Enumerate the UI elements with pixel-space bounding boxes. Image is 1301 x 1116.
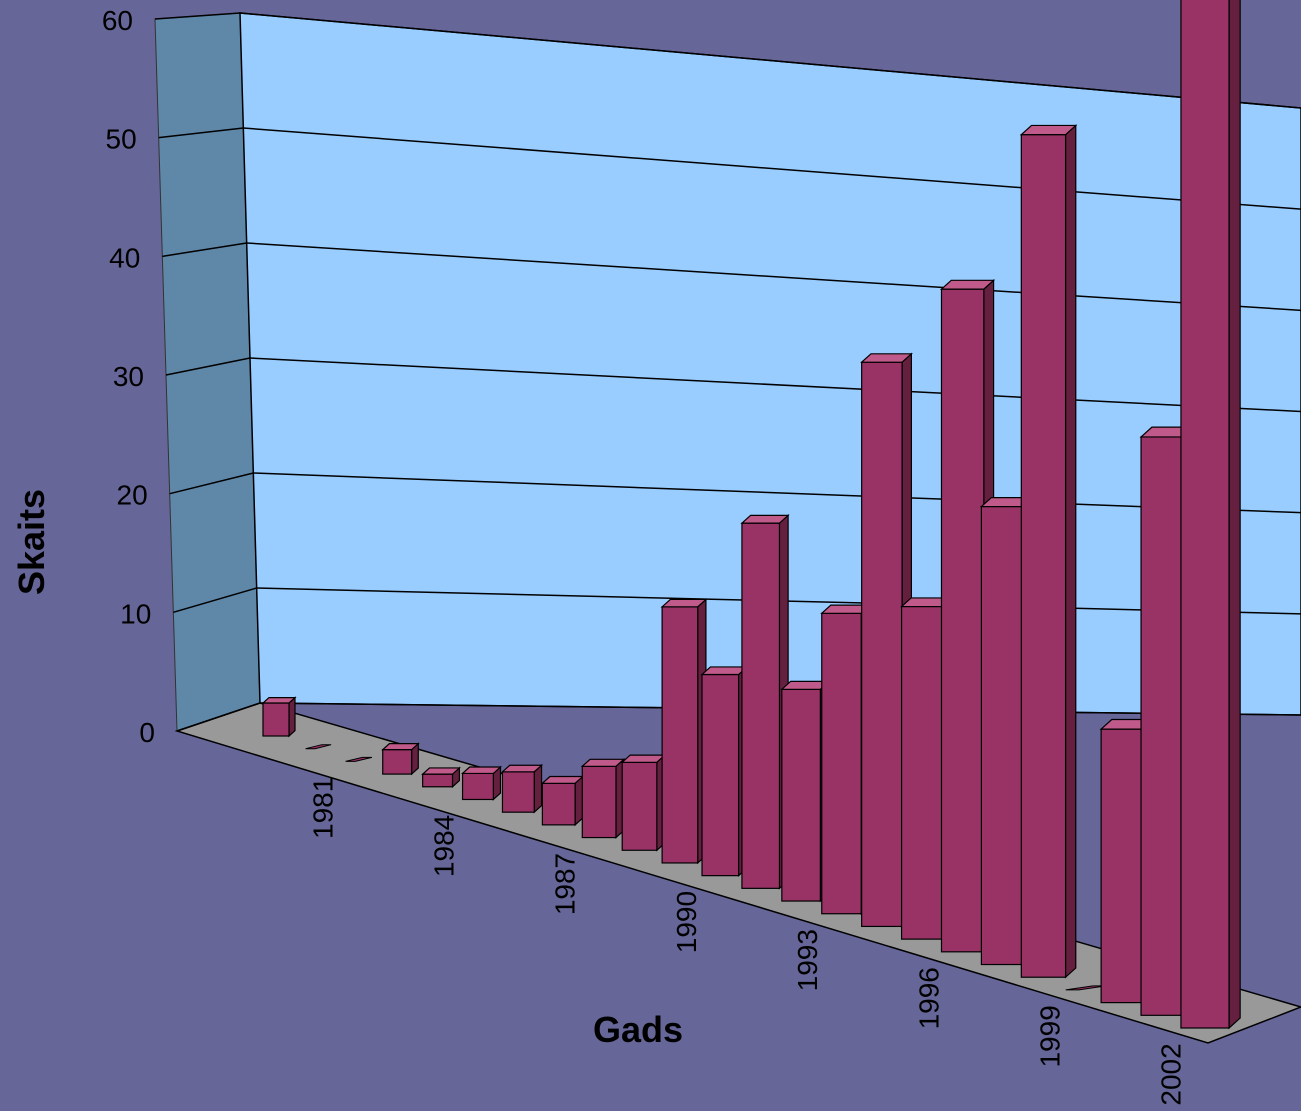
bar — [620, 753, 667, 852]
bar — [540, 775, 585, 827]
bar — [261, 696, 297, 738]
x-tick-label: 1987 — [550, 853, 581, 915]
bar — [660, 598, 708, 865]
bar — [305, 744, 332, 750]
y-tick-label: 10 — [120, 598, 151, 629]
bar-top — [700, 666, 749, 676]
bar-top — [620, 754, 667, 763]
bar-front — [541, 782, 576, 826]
bar-front — [741, 522, 781, 889]
y-tick-label: 50 — [106, 124, 137, 155]
bar-flat — [345, 756, 373, 762]
bar-top — [660, 598, 708, 608]
x-tick-label: 1981 — [307, 777, 338, 839]
bar-side — [1064, 124, 1077, 979]
bar-side — [1228, 0, 1241, 1030]
bar-front — [422, 773, 454, 788]
gridline — [239, 12, 1301, 109]
bar-front — [1020, 134, 1067, 978]
bar — [421, 766, 461, 789]
bar-top — [540, 775, 585, 784]
bar-front — [1180, 0, 1230, 1029]
bar — [381, 742, 420, 776]
bar-top — [860, 353, 913, 363]
bar-front — [781, 688, 821, 902]
bar — [460, 765, 503, 801]
bar-top — [460, 766, 503, 775]
y-tick-label: 0 — [139, 717, 155, 748]
x-tick-label: 1984 — [429, 815, 460, 877]
bar-front — [461, 772, 494, 801]
bar-front — [382, 749, 413, 775]
bar — [580, 757, 626, 839]
gridline — [253, 472, 1301, 514]
bar — [740, 514, 790, 890]
bar-front — [621, 761, 658, 851]
gridline-side — [162, 242, 247, 258]
bar — [345, 756, 373, 762]
bar-front — [980, 505, 1026, 966]
bar-front — [501, 771, 535, 813]
x-tick-label: 2002 — [1156, 1043, 1187, 1105]
y-tick-label: 30 — [113, 361, 144, 392]
bar-front — [940, 288, 985, 953]
gridline-side — [158, 127, 244, 139]
bar — [700, 665, 749, 877]
gridline-side — [165, 357, 251, 376]
gridline — [246, 242, 1301, 312]
bar-top — [500, 764, 544, 773]
gridline-side — [176, 702, 261, 732]
bar-front — [581, 765, 617, 839]
bar-front — [1140, 436, 1189, 1016]
bar-front — [661, 606, 699, 864]
bar-side — [574, 775, 584, 827]
bar-front — [1100, 728, 1148, 1004]
bar-top — [580, 758, 626, 767]
bar-top — [261, 696, 297, 704]
gridline-side — [169, 472, 254, 495]
bar-front — [861, 361, 903, 928]
y-tick-label: 20 — [117, 480, 148, 511]
gridline — [243, 127, 1301, 210]
x-tick-label: 1993 — [792, 929, 823, 991]
bar-front — [821, 612, 862, 915]
x-tick-label: 1990 — [671, 891, 702, 953]
gridline — [249, 357, 1301, 413]
bar-top — [740, 514, 790, 524]
x-axis-title: Gads — [593, 1009, 683, 1050]
bar-side — [533, 763, 543, 814]
bar-front — [262, 702, 290, 737]
bar — [1180, 0, 1241, 1030]
bar-front — [900, 605, 944, 940]
x-tick-label: 1999 — [1034, 1005, 1065, 1067]
bar-front — [701, 673, 740, 877]
bar — [500, 763, 544, 814]
y-axis-title: Skaits — [11, 489, 52, 595]
bar — [1019, 124, 1078, 979]
bar-top — [381, 743, 420, 751]
bar-side — [288, 696, 296, 738]
bar-top — [421, 767, 461, 775]
y-tick-label: 40 — [109, 242, 140, 273]
bar-top — [939, 279, 996, 290]
y-tick-label: 60 — [102, 5, 133, 36]
gridline-side — [173, 587, 257, 614]
gridline-side — [154, 12, 241, 20]
bar-top — [1019, 124, 1078, 136]
x-tick-label: 1996 — [913, 967, 944, 1029]
bar-flat — [305, 744, 332, 750]
